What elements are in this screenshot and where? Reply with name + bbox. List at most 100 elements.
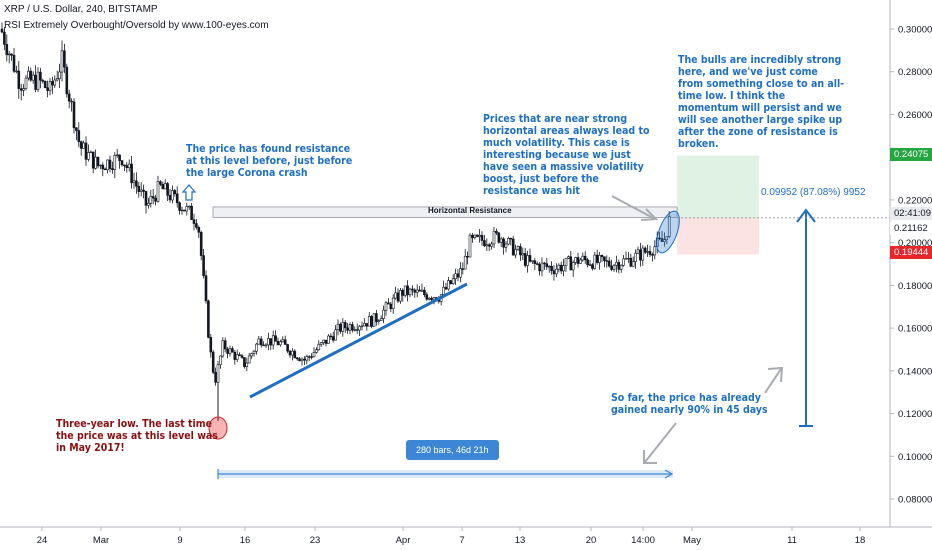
candle-down <box>523 253 527 266</box>
drawings <box>181 184 890 464</box>
candle-down <box>190 205 193 220</box>
candle-up <box>631 261 635 267</box>
candle-up <box>557 264 561 270</box>
candle-down <box>511 238 515 256</box>
candle-down <box>274 335 277 342</box>
candle-down <box>67 93 71 102</box>
candle-down <box>111 168 114 170</box>
candle-down <box>550 266 553 271</box>
candle-down <box>72 101 76 129</box>
x-tick-label: 9 <box>177 535 182 546</box>
candle-down <box>125 165 129 169</box>
candle-down <box>65 66 69 95</box>
x-tick-label: Apr <box>396 535 411 546</box>
candle-down <box>538 263 541 272</box>
candle-down <box>204 275 208 302</box>
x-tick-label: May <box>683 535 701 546</box>
x-tick-label: 24 <box>37 535 48 546</box>
candle-down <box>365 323 369 327</box>
candle-up <box>221 340 225 357</box>
candle-up <box>291 350 294 356</box>
candle-up <box>624 258 628 260</box>
candle-up <box>327 335 330 344</box>
candle-up <box>634 252 637 262</box>
y-tick-label: 0.18000 <box>898 281 932 292</box>
target-price-tag: 0.24075 <box>890 148 932 161</box>
candle-down <box>269 338 273 346</box>
zone-label: Horizontal Resistance <box>428 206 512 215</box>
candle-up <box>516 246 520 250</box>
candle-down <box>396 292 400 302</box>
candle-up <box>235 354 239 360</box>
candle-up <box>363 323 366 327</box>
candle-up <box>31 74 35 81</box>
candle-down <box>168 195 172 201</box>
candle-down <box>610 265 613 270</box>
candle-up <box>149 196 153 204</box>
candle-up <box>367 316 371 327</box>
candle-down <box>137 185 141 192</box>
candle-down <box>351 324 354 331</box>
candle-down <box>75 127 78 131</box>
candle-up <box>353 329 357 331</box>
candle-up <box>257 338 261 345</box>
candle-up <box>55 78 59 81</box>
candle-down <box>96 156 100 167</box>
candle-up <box>382 309 385 319</box>
candle-up <box>641 247 645 261</box>
candle-down <box>34 74 37 90</box>
candle-up <box>384 302 388 311</box>
candle-down <box>533 260 537 264</box>
candle-down <box>151 196 155 199</box>
candle-down <box>588 264 592 266</box>
candle-up <box>99 164 102 167</box>
candle-down <box>475 234 479 237</box>
candle-up <box>427 297 431 300</box>
candle-down <box>231 348 234 353</box>
candle-down <box>17 70 21 89</box>
candle-down <box>471 234 474 239</box>
y-tick-label: 0.22000 <box>898 195 932 206</box>
candle-up <box>247 355 251 364</box>
range-label: 280 bars, 46d 21h <box>406 440 499 460</box>
x-tick-label: Mar <box>93 535 109 546</box>
candle-up <box>485 244 489 247</box>
candle-down <box>5 44 9 56</box>
candle-down <box>586 259 589 266</box>
candle-down <box>223 340 227 350</box>
candle-down <box>444 286 448 290</box>
candle-up <box>27 70 30 79</box>
candle-down <box>46 87 49 91</box>
candle-down <box>183 209 186 212</box>
x-tick-label: 13 <box>515 535 526 546</box>
candle-down <box>199 231 203 256</box>
candle-up <box>171 190 174 201</box>
candle-down <box>3 31 6 45</box>
candle-up <box>574 257 577 263</box>
candle-down <box>535 263 539 265</box>
candle-up <box>228 348 232 354</box>
candle-up <box>663 239 666 242</box>
candle-down <box>91 151 95 169</box>
candle-up <box>82 142 85 149</box>
candle-up <box>319 342 323 345</box>
candle-up <box>113 155 117 170</box>
candle-down <box>411 288 414 291</box>
candle-down <box>355 329 359 331</box>
candle-up <box>531 260 534 262</box>
candle-down <box>118 154 121 161</box>
candle-up <box>139 189 143 192</box>
candle-up <box>547 266 551 268</box>
candle-down <box>101 164 105 170</box>
candle-up <box>593 254 597 269</box>
candle-down <box>240 355 244 358</box>
candle-up <box>473 234 477 239</box>
candle-down <box>29 70 33 81</box>
candle-down <box>519 246 522 256</box>
candle-down <box>238 354 241 356</box>
y-tick-label: 0.28000 <box>898 67 932 78</box>
low-highlight-ellipse <box>208 416 228 440</box>
candle-down <box>552 270 556 275</box>
candle-down <box>603 256 606 261</box>
